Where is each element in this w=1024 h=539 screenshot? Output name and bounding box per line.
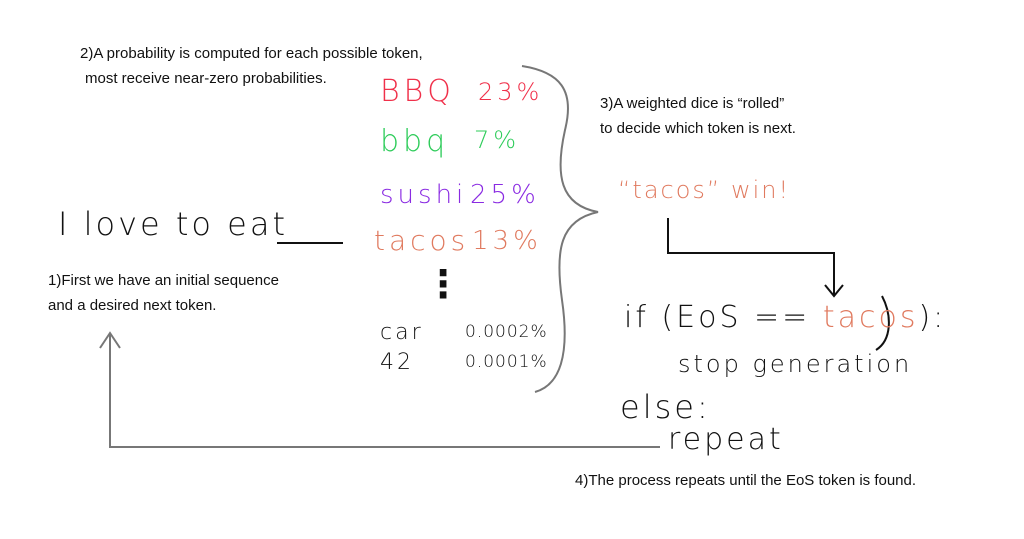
repeat-arrowhead <box>99 331 121 349</box>
if-statement: if (EoS == tacos): <box>624 300 946 335</box>
prob-42: 0.0001% <box>465 352 548 372</box>
token-bbq-upper: BBQ <box>380 74 455 109</box>
closing-paren <box>875 295 890 351</box>
ellipsis: ⋮ <box>424 262 466 306</box>
step1-line1: 1)First we have an initial sequence <box>48 272 279 289</box>
winner-arrow <box>667 218 835 295</box>
prob-bbq-upper: 23% <box>478 78 544 106</box>
token-sushi: sushi <box>380 180 468 210</box>
step1-line2: and a desired next token. <box>48 297 217 314</box>
step4-text: 4)The process repeats until the EoS toke… <box>575 472 917 489</box>
winner-label: “tacos” win! <box>618 176 791 204</box>
prob-tacos: 13% <box>472 226 542 256</box>
else-label: else: <box>620 388 711 426</box>
repeat-arrow <box>109 334 660 448</box>
token-car: car <box>380 320 424 345</box>
if-prefix: if (EoS == <box>624 300 823 335</box>
input-sequence: I love to eat <box>58 205 289 243</box>
step2-line1: 2)A probability is computed for each pos… <box>80 45 423 62</box>
token-tacos: tacos <box>374 224 470 257</box>
if-token: tacos <box>822 300 919 335</box>
repeat-label: repeat <box>668 422 784 457</box>
winner-arrowhead <box>824 284 844 298</box>
prob-car: 0.0002% <box>465 322 548 342</box>
step2-line2: most receive near-zero probabilities. <box>85 70 327 87</box>
stop-generation: stop generation <box>678 350 913 378</box>
token-42: 42 <box>380 350 414 375</box>
token-bbq-lower: bbq <box>380 124 450 159</box>
curly-brace <box>521 65 599 393</box>
step3-line1: 3)A weighted dice is “rolled” <box>600 95 785 112</box>
step3-line2: to decide which token is next. <box>600 120 796 137</box>
prob-sushi: 25% <box>470 180 540 210</box>
prob-bbq-lower: 7% <box>474 126 521 154</box>
if-suffix: ): <box>918 300 947 335</box>
